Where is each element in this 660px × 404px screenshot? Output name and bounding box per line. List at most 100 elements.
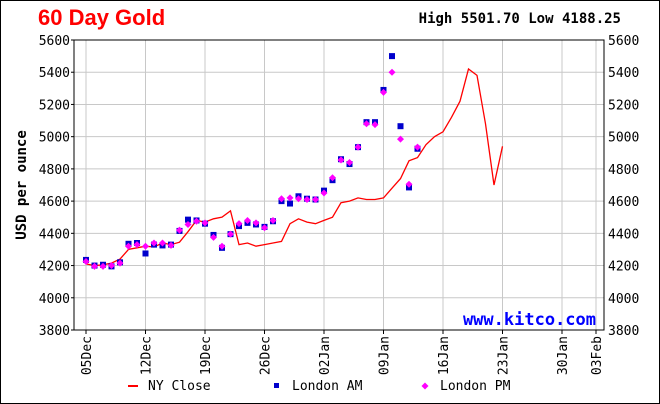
london-pm-point [295,195,302,203]
high-low-readout: High 5501.70 Low 4188.25 [419,11,621,27]
london-pm-point [244,216,251,224]
legend-london-am-marker [274,383,279,388]
y-tick-label-right: 4400 [608,227,639,242]
high-label: High [418,11,453,27]
y-tick-label-left: 3800 [39,324,70,339]
london-pm-point [303,196,311,203]
london-pm-point [380,88,387,96]
watermark: www.kitco.com [463,310,596,330]
y-tick-label-right: 4600 [608,195,639,210]
y-tick-label-right: 5600 [608,34,639,49]
london-pm-point [329,174,336,182]
london-pm-point [269,216,277,224]
london-pm-point [210,233,217,241]
london-am-point [185,216,191,223]
london-pm-point [252,219,260,227]
y-tick-label-left: 5200 [39,98,70,113]
legend: NY Close London AM London PM [128,379,511,394]
london-am-point [287,200,293,207]
london-pm-point [414,143,421,151]
london-pm-point [142,242,149,250]
london-pm-point [218,242,226,250]
london-pm-point [116,259,124,267]
london-pm-point [363,120,370,128]
y-tick-label-left: 5000 [39,131,70,146]
y-axis-right-ticks: 3800 4000 4200 4400 4600 4800 5000 5200 5400 5600 [608,34,639,339]
y-tick-label-right: 4200 [608,260,639,275]
y-tick-label-left: 4600 [39,195,70,210]
plot-area [73,39,605,331]
london-pm-point [176,226,183,234]
x-tick-label: 26Dec [259,336,274,375]
london-pm-point [167,241,175,249]
london-pm-point [286,194,294,202]
x-axis-ticks: 05Dec 12Dec 19Dec 26Dec 02Jan 09Jan 16Jan 23Jan… [80,330,605,375]
y-tick-label-left: 4000 [39,292,70,307]
london-pm-point [405,180,413,188]
legend-label: NY Close [148,379,211,394]
x-tick-label: 16Jan [437,336,452,375]
x-tick-label: 12Dec [140,336,155,375]
london-pm-point [125,242,132,250]
legend-label: London AM [292,379,363,394]
x-tick-label: 19Dec [199,336,214,375]
london-am-point [397,123,404,130]
x-tick-label: 02Jan [318,336,333,375]
london-pm-point [235,220,243,228]
london-pm-point [133,241,141,249]
y-tick-label-right: 5200 [608,98,639,113]
london-pm-point [278,195,285,203]
london-pm-point [346,158,353,166]
y-tick-label-left: 4800 [39,163,70,178]
london-pm-point [227,230,234,238]
y-tick-label-left: 4400 [39,227,70,242]
x-tick-label: 30Jan [556,336,571,375]
low-value: 4188.25 [561,11,621,27]
london-pm-point [388,68,396,76]
london-pm-point [82,258,90,266]
x-tick-label: 03Feb [590,336,605,375]
london-pm-point [320,189,328,197]
y-tick-label-right: 3800 [608,324,639,339]
y-axis-left-ticks: 3800 4000 4200 4400 4600 4800 5000 5200 5400 5600 [39,34,74,339]
london-pm-point [150,239,158,247]
london-am-point [142,250,149,257]
london-pm-point [337,156,345,164]
series-london-am [83,53,421,270]
london-pm-point [354,143,362,151]
london-pm-point [108,262,115,270]
london-am-point [389,53,395,60]
legend-london-pm-marker [421,382,429,390]
london-pm-point [261,224,268,232]
y-tick-label-right: 4000 [608,292,639,307]
london-pm-point [371,121,379,129]
london-pm-point [91,262,98,270]
london-pm-point [193,217,200,225]
y-tick-label-left: 5400 [39,66,70,81]
grid-lines [74,39,604,331]
x-tick-label: 05Dec [80,336,95,375]
series-ny-close [85,67,504,267]
low-label: Low [528,11,554,27]
series-london-pm [82,68,421,270]
london-pm-point [312,196,319,203]
legend-label: London PM [440,379,511,394]
london-pm-point [184,220,192,228]
x-tick-label: 09Jan [378,336,393,375]
y-axis-label: USD per ounce [14,130,30,240]
y-tick-label-right: 4800 [608,163,639,178]
ny-close-line [85,67,504,267]
london-pm-point [159,239,166,247]
london-pm-point [397,135,404,143]
london-pm-point [201,219,209,227]
london-pm-point [99,262,107,270]
y-tick-label-right: 5000 [608,131,639,146]
y-tick-label-right: 5400 [608,66,639,81]
high-value: 5501.70 [460,11,520,27]
x-tick-label: 23Jan [497,336,512,375]
y-tick-label-left: 4200 [39,260,70,275]
y-tick-label-left: 5600 [39,34,70,49]
chart-title: 60 Day Gold [38,5,166,30]
